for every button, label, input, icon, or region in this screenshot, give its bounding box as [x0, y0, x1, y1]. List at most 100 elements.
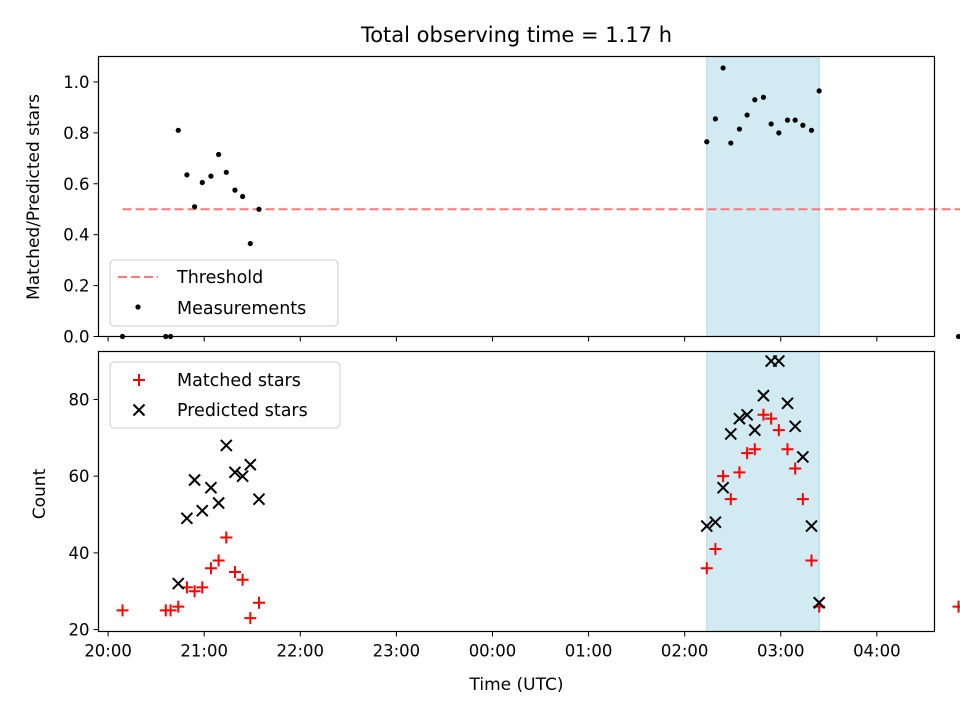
measurements-point — [208, 173, 214, 179]
count-legend-box — [109, 361, 341, 429]
matched-stars-point — [748, 443, 761, 456]
matched-stars-point — [765, 412, 778, 425]
predicted-stars-point — [724, 427, 737, 441]
y-tick-label: 0.4 — [63, 226, 89, 245]
matched-stars-point — [244, 612, 257, 625]
measurements-point — [752, 97, 758, 103]
measurements-point — [728, 140, 734, 146]
measurements-legend-marker — [135, 304, 141, 310]
measurements-point — [247, 240, 253, 247]
count-panel-plot — [116, 351, 960, 632]
y-tick-label: 0.0 — [63, 328, 89, 347]
predicted-stars-point — [196, 504, 209, 517]
matched-stars-point — [196, 581, 209, 594]
matched-stars-point — [116, 604, 129, 617]
matched-stars-point — [220, 531, 233, 544]
ratio-panel-plot — [119, 56, 960, 340]
count-legend: Matched stars Predicted stars — [109, 361, 341, 429]
matched-stars-point — [757, 408, 770, 421]
y-tick-label: 0.2 — [63, 277, 89, 296]
predicted-stars-point — [188, 473, 201, 487]
measurements-point — [240, 193, 246, 200]
matched-stars-point — [204, 562, 217, 575]
measurements-point — [776, 130, 782, 136]
x-tick-label: 02:00 — [661, 642, 709, 661]
measurements-point — [232, 187, 238, 193]
predicted-stars-point — [212, 496, 225, 510]
measurements-point — [816, 88, 822, 94]
chart-title: Total observing time = 1.17 h — [360, 23, 672, 47]
predicted-stars-point — [709, 515, 722, 529]
measurements-point — [256, 206, 262, 212]
ratio-panel-frame — [97, 55, 936, 338]
predicted-stars-point — [716, 481, 730, 494]
count-panel-ticks: 20 40 60 80 20:00 21:00 22:00 23:00 00:00 01:00 02… — [69, 390, 901, 660]
predicted-stars-point — [788, 420, 802, 433]
measurements-point — [704, 139, 710, 145]
y-tick-label: 0.8 — [63, 124, 89, 143]
x-tick-label: 22:00 — [277, 642, 325, 661]
predicted-stars-point — [757, 389, 770, 402]
ratio-panel-ticks: 0.0 0.2 0.4 0.6 0.8 1.0 — [63, 73, 878, 347]
observing-span-shade — [706, 56, 820, 337]
x-tick-label: 23:00 — [373, 642, 421, 661]
matched-stars-point — [252, 596, 265, 609]
matched-legend-label: Matched stars — [177, 371, 301, 391]
predicted-legend-marker — [132, 403, 146, 417]
matched-stars-point — [772, 424, 785, 437]
predicted-stars-point — [244, 458, 257, 471]
count-panel-frame — [97, 350, 936, 633]
count-panel: 20 40 60 80 20:00 21:00 22:00 23:00 00:00 01:00 02… — [30, 350, 960, 661]
ratio-legend: Threshold Measurements — [109, 259, 339, 327]
ratio-panel: 0.0 0.2 0.4 0.6 0.8 1.0 Matched/Predicted sta… — [24, 55, 960, 347]
measurements-point — [784, 117, 791, 123]
y-tick-label: 60 — [69, 467, 90, 486]
measurements-point — [768, 121, 774, 127]
x-tick-label: 00:00 — [469, 642, 517, 661]
x-tick-label: 01:00 — [565, 642, 613, 661]
measurements-point — [760, 94, 767, 100]
predicted-stars-point — [772, 354, 786, 368]
measurements-point — [216, 151, 222, 158]
predicted-stars-point — [740, 408, 754, 421]
matched-stars-point — [796, 493, 809, 506]
ratio-ylabel: Matched/Predicted stars — [24, 94, 44, 300]
matched-stars-point — [228, 566, 241, 579]
matched-stars-point — [700, 562, 713, 575]
matched-stars-point — [741, 447, 754, 460]
predicted-stars-point — [748, 423, 762, 437]
predicted-stars-point — [180, 512, 194, 525]
x-axis-label: Time (UTC) — [469, 675, 564, 695]
predicted-stars-point — [220, 439, 233, 452]
predicted-stars-point — [204, 481, 218, 494]
matched-stars-point — [789, 462, 802, 475]
x-tick-label: 21:00 — [180, 642, 228, 661]
measurements-point — [792, 117, 798, 123]
y-tick-label: 1.0 — [63, 73, 89, 92]
measurements-point — [736, 126, 743, 132]
predicted-stars-point — [700, 519, 713, 533]
measurements-point — [955, 333, 960, 340]
x-tick-label: 04:00 — [853, 642, 901, 661]
y-tick-label: 40 — [69, 544, 90, 563]
predicted-stars-point — [236, 469, 249, 483]
count-ylabel: Count — [30, 468, 50, 519]
measurements-legend-label: Measurements — [177, 299, 306, 319]
matched-stars-point — [212, 554, 225, 567]
measurements-point — [712, 116, 719, 122]
matched-stars-point — [724, 493, 737, 506]
matched-legend-marker — [133, 374, 145, 386]
measurements-point — [199, 179, 205, 186]
matched-stars-point — [781, 443, 794, 456]
measurements-point — [720, 65, 726, 71]
predicted-stars-point — [228, 466, 242, 479]
predicted-legend-label: Predicted stars — [177, 401, 308, 421]
measurements-point — [808, 127, 815, 133]
measurements-point — [191, 204, 198, 210]
predicted-stars-point — [805, 519, 818, 533]
predicted-stars-point — [781, 397, 794, 410]
matched-stars-point — [717, 470, 730, 483]
measurements-point — [184, 172, 190, 178]
y-tick-label: 80 — [69, 390, 90, 409]
